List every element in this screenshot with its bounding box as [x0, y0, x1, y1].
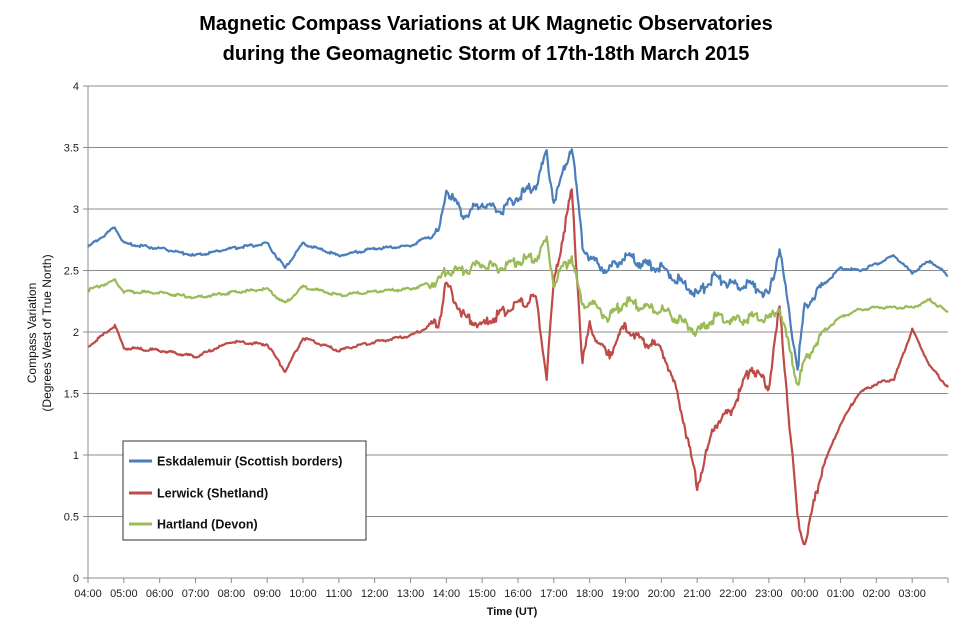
x-tick-label: 17:00	[540, 588, 568, 600]
x-tick-label: 03:00	[898, 588, 926, 600]
x-tick-label: 08:00	[218, 588, 246, 600]
x-tick-label: 06:00	[146, 588, 174, 600]
legend-item-eskdalemuir: Eskdalemuir (Scottish borders)	[129, 455, 342, 469]
x-tick-label: 14:00	[433, 588, 461, 600]
x-tick-label: 12:00	[361, 588, 389, 600]
x-tick-label: 05:00	[110, 588, 138, 600]
x-tick-label: 10:00	[289, 588, 317, 600]
x-tick-label: 11:00	[325, 588, 352, 600]
x-tick-label: 04:00	[74, 588, 102, 600]
x-tick-label: 18:00	[576, 588, 604, 600]
y-tick-label: 0.5	[64, 512, 79, 524]
y-tick-label: 2.5	[64, 266, 79, 278]
y-tick-label: 1	[73, 450, 79, 462]
legend-label-lerwick: Lerwick (Shetland)	[157, 487, 268, 501]
series-line-eskdalemuir	[87, 148, 949, 371]
y-tick-label: 3.5	[64, 143, 79, 155]
x-tick-label: 02:00	[863, 588, 891, 600]
series-line-lerwick	[87, 188, 949, 546]
legend-item-lerwick: Lerwick (Shetland)	[129, 487, 268, 501]
legend-label-hartland: Hartland (Devon)	[157, 518, 258, 532]
chart-subtitle: during the Geomagnetic Storm of 17th-18t…	[223, 43, 750, 65]
y-tick-label: 0	[73, 573, 79, 585]
x-tick-label: 23:00	[755, 588, 783, 600]
x-axis-ticks: 04:00 05:00 06:00 07:00 08:00 09:00 10:00 11:00…	[74, 578, 949, 600]
y-axis-label-line2: (Degrees West of True North)	[40, 254, 54, 411]
x-tick-label: 16:00	[504, 588, 532, 600]
x-tick-label: 07:00	[182, 588, 210, 600]
x-tick-label: 20:00	[648, 588, 676, 600]
y-tick-label: 2	[73, 327, 79, 339]
x-tick-label: 13:00	[397, 588, 425, 600]
legend-label-eskdalemuir: Eskdalemuir (Scottish borders)	[157, 455, 342, 469]
x-tick-label: 21:00	[683, 588, 711, 600]
y-tick-label: 4	[73, 81, 79, 93]
y-axis-ticks: 0 0.5 1 1.5 2 2.5 3 3.5 4	[64, 81, 88, 585]
series-line-hartland	[87, 235, 949, 386]
y-axis-label-line1: Compass Variation	[25, 283, 39, 384]
x-tick-label: 15:00	[468, 588, 496, 600]
chart-title: Magnetic Compass Variations at UK Magnet…	[199, 13, 773, 35]
legend: Eskdalemuir (Scottish borders) Lerwick (…	[122, 440, 367, 541]
x-tick-label: 19:00	[612, 588, 640, 600]
x-tick-label: 22:00	[719, 588, 747, 600]
x-tick-label: 00:00	[791, 588, 819, 600]
y-tick-label: 3	[73, 204, 79, 216]
y-tick-label: 1.5	[64, 389, 79, 401]
legend-item-hartland: Hartland (Devon)	[129, 518, 258, 532]
plot-lines	[87, 148, 949, 546]
x-tick-label: 09:00	[253, 588, 281, 600]
x-tick-label: 01:00	[827, 588, 855, 600]
legend-box	[122, 440, 367, 541]
x-axis-label: Time (UT)	[487, 606, 538, 618]
